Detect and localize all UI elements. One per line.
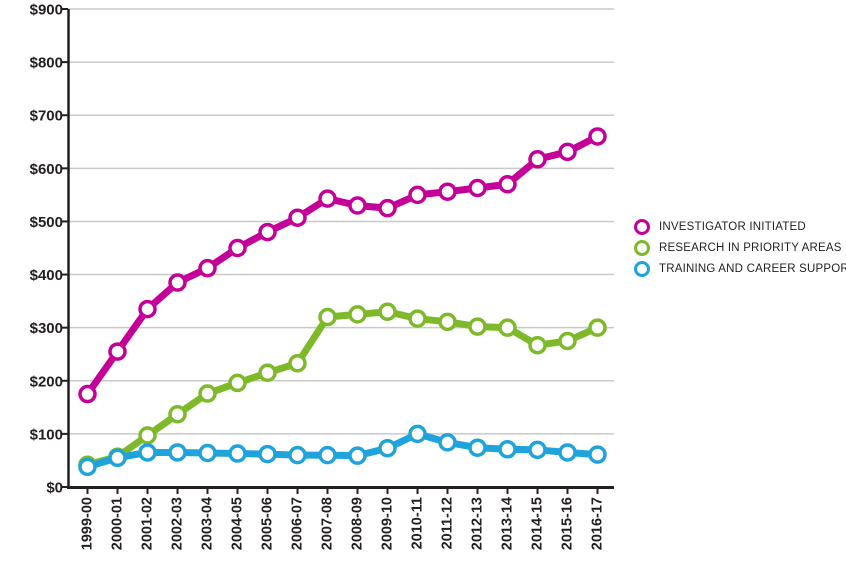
data-point-research-in-priority-areas	[138, 426, 157, 445]
legend-label: RESEARCH IN PRIORITY AREAS	[659, 242, 842, 254]
x-axis-tick-label: 2001-02	[140, 497, 156, 550]
y-axis-tick-label: $400	[30, 267, 63, 284]
y-axis-tick-label: $500	[30, 214, 63, 231]
data-point-training-and-career-support	[558, 443, 577, 462]
x-axis-tick-label: 2008-09	[350, 497, 366, 550]
legend-circle-icon	[634, 261, 650, 277]
y-axis-tick-label: $200	[30, 373, 63, 390]
data-point-research-in-priority-areas	[468, 317, 487, 336]
legend-label: TRAINING AND CAREER SUPPORT	[659, 263, 846, 275]
legend-circle-icon	[634, 240, 650, 256]
data-point-training-and-career-support	[168, 443, 187, 462]
data-point-research-in-priority-areas	[408, 309, 427, 328]
x-axis-tick-label: 2005-06	[260, 497, 276, 550]
data-point-training-and-career-support	[198, 443, 217, 463]
data-point-research-in-priority-areas	[228, 373, 247, 393]
data-point-investigator-initiated	[348, 196, 367, 215]
data-point-training-and-career-support	[78, 457, 97, 477]
data-point-investigator-initiated	[168, 273, 187, 292]
data-point-investigator-initiated	[408, 185, 427, 205]
data-point-training-and-career-support	[318, 445, 337, 465]
data-point-training-and-career-support	[348, 446, 367, 465]
data-point-investigator-initiated	[108, 342, 127, 361]
x-axis-tick-label: 2002-03	[170, 497, 186, 550]
data-point-research-in-priority-areas	[258, 363, 277, 383]
x-axis-tick-label: 1999-00	[80, 497, 96, 550]
data-point-investigator-initiated	[528, 150, 547, 169]
data-point-investigator-initiated	[138, 299, 157, 319]
data-point-investigator-initiated	[378, 198, 397, 218]
data-point-investigator-initiated	[588, 127, 607, 146]
x-axis-tick-label: 2007-08	[320, 497, 336, 550]
x-axis-tick-label: 2016-17	[590, 497, 606, 550]
x-axis-tick-label: 2006-07	[290, 497, 306, 550]
data-point-investigator-initiated	[228, 238, 247, 258]
y-axis-tick-label: $0	[46, 480, 63, 497]
data-point-investigator-initiated	[288, 208, 307, 227]
data-point-investigator-initiated	[438, 182, 457, 201]
data-point-research-in-priority-areas	[378, 302, 397, 321]
data-point-training-and-career-support	[498, 440, 517, 459]
data-point-research-in-priority-areas	[528, 335, 547, 355]
y-axis-tick-label: $100	[30, 426, 63, 443]
series-line-investigator-initiated	[84, 132, 601, 398]
data-point-research-in-priority-areas	[438, 312, 457, 332]
data-point-research-in-priority-areas	[168, 404, 187, 424]
data-point-investigator-initiated	[468, 178, 487, 198]
data-point-research-in-priority-areas	[348, 305, 367, 324]
data-point-training-and-career-support	[138, 443, 157, 462]
x-axis-tick-label: 2003-04	[200, 497, 216, 550]
y-axis-tick-label: $300	[30, 320, 63, 337]
data-point-training-and-career-support	[588, 445, 607, 464]
chart-legend: INVESTIGATOR INITIATED RESEARCH IN PRIOR…	[634, 219, 846, 277]
legend-item-investigator-initiated: INVESTIGATOR INITIATED	[634, 219, 846, 235]
x-axis-tick-label: 2015-16	[560, 497, 576, 550]
data-point-research-in-priority-areas	[198, 384, 217, 403]
y-axis-tick-label: $700	[30, 108, 63, 125]
data-point-research-in-priority-areas	[498, 318, 517, 337]
y-axis-tick-label: $800	[30, 55, 63, 72]
x-axis-tick-label: 2014-15	[530, 497, 546, 550]
data-point-investigator-initiated	[198, 258, 217, 278]
legend-item-training-and-career-support: TRAINING AND CAREER SUPPORT	[634, 261, 846, 277]
x-axis-tick-label: 2004-05	[230, 497, 246, 550]
series-line-research-in-priority-areas	[84, 308, 601, 469]
legend-item-research-in-priority-areas: RESEARCH IN PRIORITY AREAS	[634, 240, 846, 256]
x-axis-tick-label: 2010-11	[410, 497, 426, 549]
x-axis-tick-label: 2011-12	[440, 497, 456, 549]
y-axis-tick-label: $600	[30, 161, 63, 178]
data-point-investigator-initiated	[258, 222, 277, 242]
data-point-investigator-initiated	[498, 175, 517, 194]
data-point-training-and-career-support	[228, 444, 247, 463]
x-axis-tick-label: 2013-14	[500, 497, 516, 550]
data-point-training-and-career-support	[258, 444, 277, 464]
data-point-research-in-priority-areas	[558, 331, 577, 351]
data-point-training-and-career-support	[288, 445, 307, 465]
data-point-training-and-career-support	[378, 438, 397, 458]
y-axis-tick-label: $900	[30, 2, 63, 19]
data-point-research-in-priority-areas	[288, 354, 307, 373]
legend-circle-icon	[634, 219, 650, 235]
data-point-training-and-career-support	[108, 448, 127, 468]
data-point-training-and-career-support	[408, 424, 427, 444]
data-point-investigator-initiated	[558, 142, 577, 162]
x-axis-tick-label: 2000-01	[110, 497, 126, 550]
series-line-training-and-career-support	[84, 430, 601, 471]
data-point-training-and-career-support	[528, 440, 547, 460]
data-point-training-and-career-support	[468, 438, 487, 457]
data-point-research-in-priority-areas	[588, 318, 607, 337]
legend-label: INVESTIGATOR INITIATED	[659, 221, 806, 233]
data-point-training-and-career-support	[438, 433, 457, 452]
x-axis-tick-label: 2009-10	[380, 497, 396, 550]
x-axis-tick-label: 2012-13	[470, 497, 486, 550]
data-point-research-in-priority-areas	[318, 307, 337, 327]
data-point-investigator-initiated	[78, 384, 97, 404]
data-point-investigator-initiated	[318, 189, 337, 208]
